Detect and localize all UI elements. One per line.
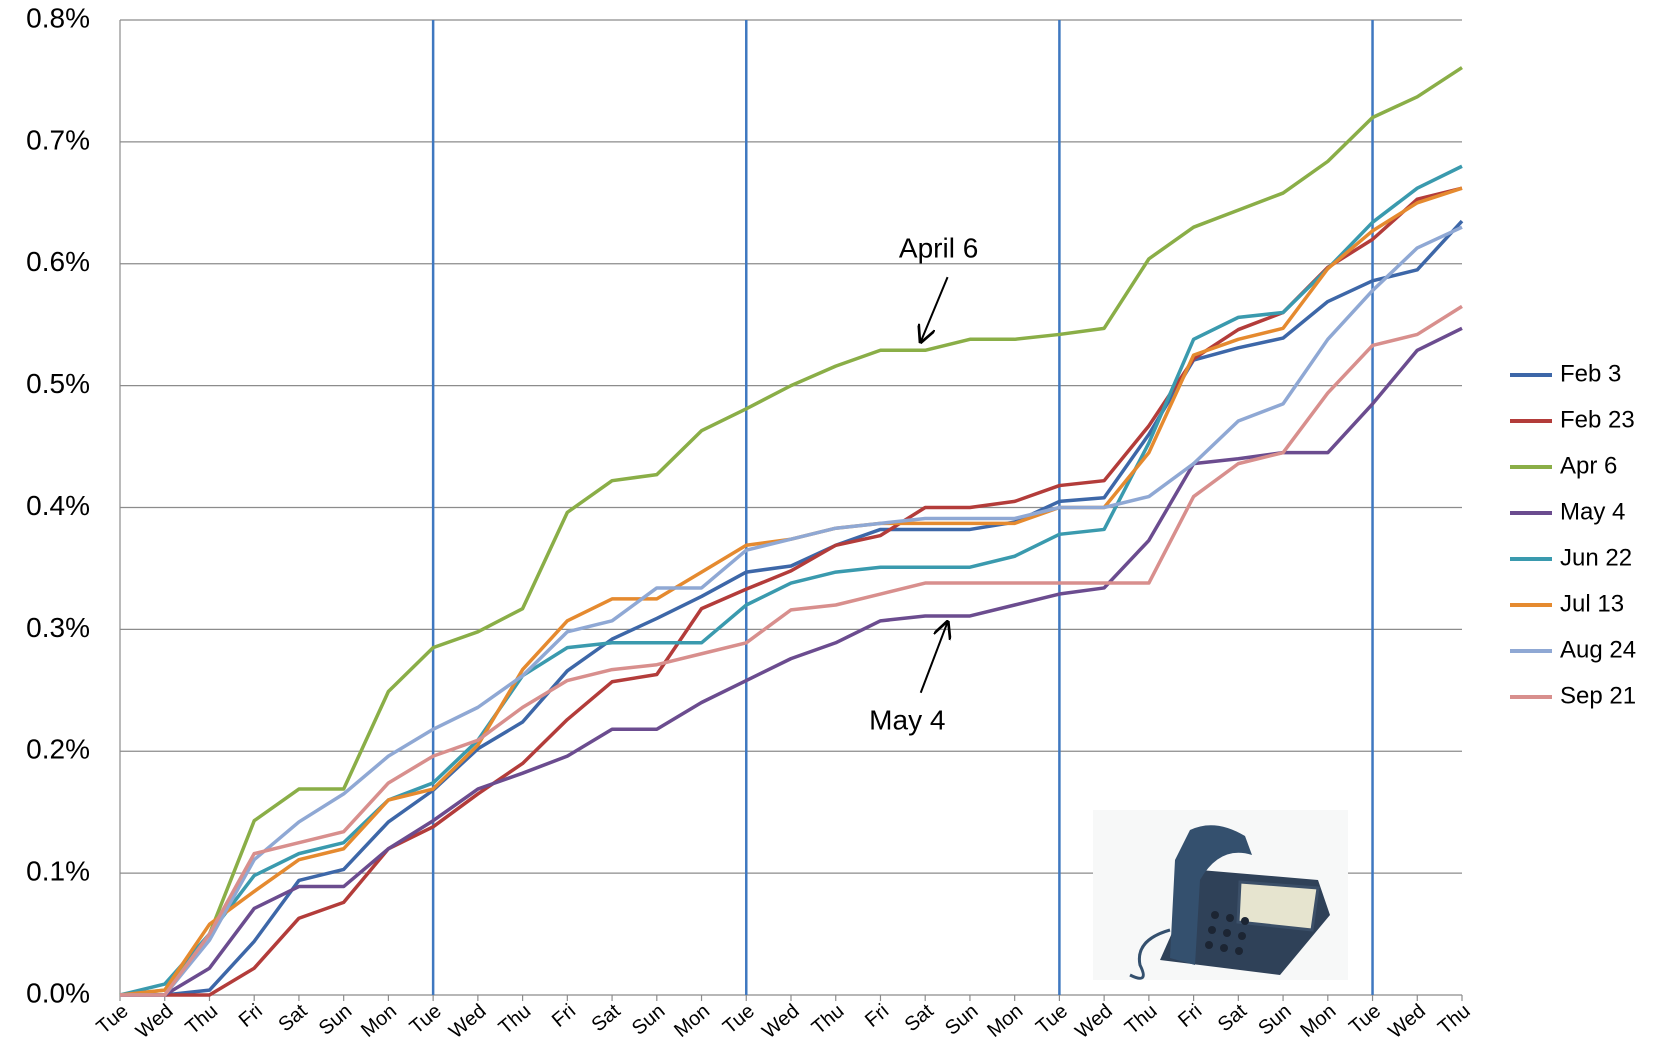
x-tick-label: Wed xyxy=(132,1000,177,1043)
y-tick-label: 0.7% xyxy=(26,124,90,155)
x-tick-label: Mon xyxy=(357,1000,401,1042)
series-line xyxy=(119,66,1463,997)
series-line xyxy=(120,304,1463,997)
x-tick-label: Sat xyxy=(274,1000,311,1036)
series-line xyxy=(120,219,1464,997)
annotation: April 6 xyxy=(899,233,978,264)
x-tick-label: Wed xyxy=(758,1000,803,1043)
y-tick-label: 0.0% xyxy=(26,977,90,1008)
x-tick-label: Sun xyxy=(315,1000,356,1040)
series-line xyxy=(120,186,1463,997)
x-tick-label: Tue xyxy=(93,1000,133,1039)
legend-label: Aug 24 xyxy=(1560,636,1636,663)
x-tick-label: Sun xyxy=(941,1000,982,1040)
x-tick-label: Wed xyxy=(445,1000,490,1043)
series-line xyxy=(120,225,1463,997)
x-tick-label: Thu xyxy=(182,1000,223,1039)
x-tick-label: Thu xyxy=(1434,1000,1475,1039)
annotation: May 4 xyxy=(869,704,945,735)
x-tick-label: Fri xyxy=(861,1000,893,1032)
legend-label: Jul 13 xyxy=(1560,590,1624,617)
x-tick-label: Sat xyxy=(588,1000,625,1036)
x-tick-label: Fri xyxy=(235,1000,267,1032)
x-tick-label: Tue xyxy=(719,1000,759,1039)
x-tick-label: Tue xyxy=(406,1000,446,1039)
phone-cord xyxy=(1129,928,1171,980)
x-tick-label: Tue xyxy=(1032,1000,1072,1039)
x-tick-label: Thu xyxy=(808,1000,849,1039)
x-tick-label: Fri xyxy=(548,1000,580,1032)
x-tick-label: Mon xyxy=(983,1000,1027,1042)
y-tick-label: 0.6% xyxy=(26,246,90,277)
legend: Feb 3 Feb 23 Apr 6 May 4 Jun 22 Jul 13 Aug 24 S… xyxy=(1510,360,1636,709)
y-tick-label: 0.3% xyxy=(26,612,90,643)
x-tick-label: Sun xyxy=(1254,1000,1295,1040)
legend-label: Sep 21 xyxy=(1560,682,1636,709)
x-tick-label: Fri xyxy=(1174,1000,1206,1032)
y-tick-label: 0.4% xyxy=(26,490,90,521)
x-tick-label: Thu xyxy=(1121,1000,1162,1039)
y-tick-label: 0.1% xyxy=(26,856,90,887)
phone-handset xyxy=(1170,825,1252,965)
grid: 0.0%0.1%0.2%0.3%0.4%0.5%0.6%0.7%0.8%Tue W… xyxy=(26,2,1474,1043)
x-tick-label: Thu xyxy=(495,1000,536,1039)
x-tick-label: Sun xyxy=(628,1000,669,1040)
y-tick-label: 0.5% xyxy=(26,368,90,399)
y-tick-label: 0.2% xyxy=(26,734,90,765)
x-tick-label: Wed xyxy=(1071,1000,1116,1043)
annotation-arrow xyxy=(919,622,948,694)
x-tick-label: Sat xyxy=(901,1000,938,1036)
annotation-arrow xyxy=(921,276,949,342)
legend-label: Apr 6 xyxy=(1560,452,1617,479)
series-line xyxy=(119,164,1463,997)
x-tick-label: Tue xyxy=(1345,1000,1385,1039)
legend-label: Feb 3 xyxy=(1560,360,1621,387)
legend-label: Jun 22 xyxy=(1560,544,1632,571)
phone-photo xyxy=(1093,810,1348,980)
y-tick-label: 0.8% xyxy=(26,2,90,33)
x-tick-label: Mon xyxy=(670,1000,714,1042)
x-tick-label: Wed xyxy=(1385,1000,1430,1043)
legend-label: May 4 xyxy=(1560,498,1625,525)
series-line xyxy=(120,326,1463,997)
x-tick-label: Sat xyxy=(1214,1000,1251,1036)
plot-area: April 6 May 4 xyxy=(119,66,1464,997)
phone-screen xyxy=(1236,880,1320,932)
x-tick-label: Mon xyxy=(1296,1000,1340,1042)
legend-label: Feb 23 xyxy=(1560,406,1635,433)
